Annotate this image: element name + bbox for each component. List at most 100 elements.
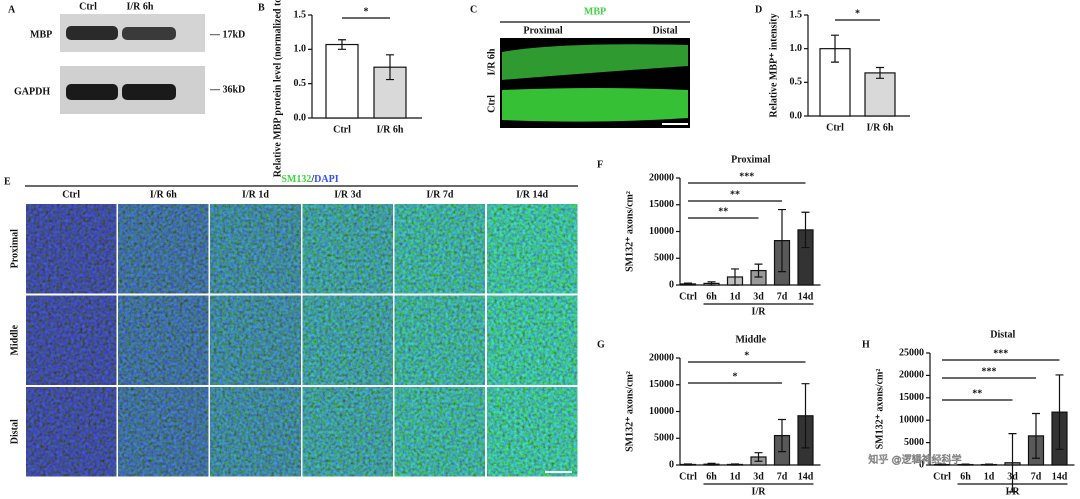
micrograph xyxy=(210,295,301,385)
error-bar xyxy=(386,54,394,81)
region-label: Proximal xyxy=(523,25,562,36)
y-tick-label: 0 xyxy=(669,459,674,470)
x-tick-label: 7d xyxy=(777,291,788,302)
x-tick-label: 7d xyxy=(1031,471,1042,482)
band xyxy=(122,27,176,40)
x-tick-label: 14d xyxy=(1052,471,1068,482)
charts: B 0.0 0.5 1.0 1.5 Relative MBP protein level … xyxy=(258,0,1075,497)
panel-letter: F xyxy=(597,159,603,170)
image-grid: Ctrl I/R 6h I/R 1d I/R 3d I/R 7d I/R 14d Proxi… xyxy=(9,189,578,477)
y-tick-label: 0 xyxy=(669,279,674,290)
band xyxy=(66,26,118,40)
x-tick-label: 6h xyxy=(706,471,717,482)
chart-title: Middle xyxy=(735,334,766,345)
chart-title: Distal xyxy=(990,329,1015,340)
row-label: Distal xyxy=(9,419,20,444)
error-bar xyxy=(754,452,763,462)
x-tick-label: 6h xyxy=(706,291,717,302)
panel-letter: B xyxy=(258,2,265,13)
panel-letter: G xyxy=(597,339,605,350)
y-tick-label: 10000 xyxy=(649,226,674,237)
micrograph xyxy=(302,295,393,385)
error-bar xyxy=(754,263,763,278)
nerve-image xyxy=(502,88,688,122)
y-axis-label: SM132⁺ axons/cm² xyxy=(874,369,885,450)
column-label: I/R 7d xyxy=(426,189,453,200)
error-bar xyxy=(1008,433,1017,493)
x-tick-label: Ctrl xyxy=(826,122,844,133)
y-tick-label: 0.0 xyxy=(294,112,307,123)
y-tick-label: 0.5 xyxy=(294,78,307,89)
y-tick-label: 1.5 xyxy=(790,9,803,20)
band xyxy=(66,84,118,100)
error-bar xyxy=(961,463,970,466)
y-tick-label: 15000 xyxy=(649,199,674,210)
panel-letter: E xyxy=(4,176,11,187)
bar xyxy=(864,72,896,117)
x-tick-label: 1d xyxy=(730,291,741,302)
x-tick-label: 3d xyxy=(753,471,764,482)
stain-title: SM132/DAPI xyxy=(281,174,338,185)
x-tick-label: Ctrl xyxy=(679,291,697,302)
micrograph xyxy=(487,387,578,477)
y-axis-label: Relative MBP⁺ intensity xyxy=(768,13,779,117)
y-tick-label: 5000 xyxy=(654,253,674,264)
x-tick-label: I/R 6h xyxy=(377,124,404,135)
bar xyxy=(373,66,407,119)
error-bar xyxy=(801,211,810,249)
group-label: I/R xyxy=(1006,486,1021,497)
group-label: I/R xyxy=(752,306,767,317)
micrograph xyxy=(210,204,301,294)
sig-label: * xyxy=(733,371,738,382)
y-tick-label: 20000 xyxy=(649,352,674,363)
lane-label: I/R 6h xyxy=(127,1,154,12)
y-tick-label: 10000 xyxy=(649,406,674,417)
group-label: I/R xyxy=(752,486,767,497)
micrograph xyxy=(118,295,209,385)
bar xyxy=(325,43,359,119)
sig-label: *** xyxy=(993,348,1008,359)
y-tick-label: 5000 xyxy=(654,433,674,444)
chart-title: Proximal xyxy=(731,154,770,165)
sig-label: * xyxy=(364,6,369,17)
panel-letter: C xyxy=(470,4,477,15)
error-bar xyxy=(876,66,884,79)
row-label: I/R 6h xyxy=(486,48,497,75)
stain-green: SM132 xyxy=(281,174,311,185)
y-tick-label: 0 xyxy=(919,459,924,470)
row-label: Middle xyxy=(9,324,20,355)
sig-label: * xyxy=(744,350,749,361)
x-tick-label: 1d xyxy=(730,471,741,482)
sig-label: * xyxy=(855,8,860,19)
row-label: Proximal xyxy=(9,229,20,268)
size-label: — 17kD xyxy=(209,29,245,40)
micrograph xyxy=(26,204,117,294)
x-tick-label: I/R 6h xyxy=(867,122,894,133)
error-bar xyxy=(985,463,993,466)
y-tick-label: 1.5 xyxy=(294,9,307,20)
error-bar xyxy=(707,462,716,466)
micrograph xyxy=(394,387,485,477)
error-bar xyxy=(731,268,739,286)
micrograph xyxy=(487,204,578,294)
y-tick-label: 20000 xyxy=(899,370,924,381)
micrograph xyxy=(26,295,117,385)
y-tick-label: 20000 xyxy=(649,172,674,183)
micrograph xyxy=(302,204,393,294)
nerve-image xyxy=(502,44,688,80)
micrograph xyxy=(394,295,485,385)
row-label: GAPDH xyxy=(14,86,50,97)
y-tick-label: 15000 xyxy=(649,379,674,390)
panel-letter: D xyxy=(755,4,762,15)
x-tick-label: 3d xyxy=(1007,471,1018,482)
error-bar xyxy=(1055,374,1064,450)
panel-letter: H xyxy=(862,339,870,350)
x-tick-label: 7d xyxy=(777,471,788,482)
sig-label: ** xyxy=(730,189,740,200)
error-bar xyxy=(831,34,839,63)
x-tick-label: Ctrl xyxy=(933,471,951,482)
error-bar xyxy=(731,463,739,466)
y-tick-label: 0.5 xyxy=(790,77,803,88)
error-bar xyxy=(801,383,810,449)
